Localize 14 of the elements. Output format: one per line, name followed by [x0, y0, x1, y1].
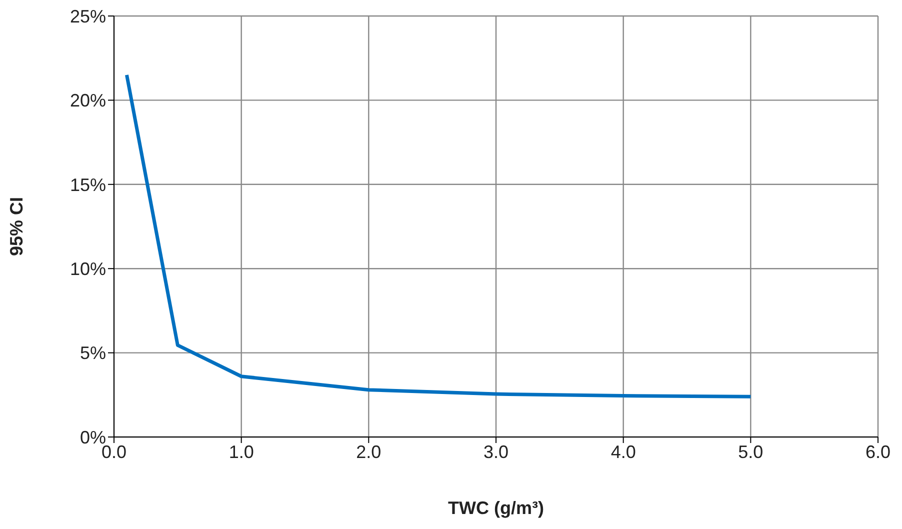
x-tick-label: 5.0 [738, 442, 764, 462]
y-axis-title: 95% CI [6, 196, 26, 256]
line-series [124, 73, 752, 398]
y-tick-label: 5% [80, 343, 106, 364]
y-tick-label: 20% [70, 90, 106, 111]
x-tick-label: 2.0 [356, 442, 382, 462]
x-tick-label: 4.0 [610, 442, 636, 462]
y-tick-label: 15% [70, 174, 106, 195]
x-tick-label: 1.0 [228, 442, 254, 462]
x-tick-label: 6.0 [865, 442, 891, 462]
y-tick-label: 25% [70, 6, 106, 26]
y-tick-label: 10% [70, 258, 106, 279]
x-axis-title: TWC (g/m³) [448, 498, 544, 518]
x-tick-label: 3.0 [483, 442, 509, 462]
